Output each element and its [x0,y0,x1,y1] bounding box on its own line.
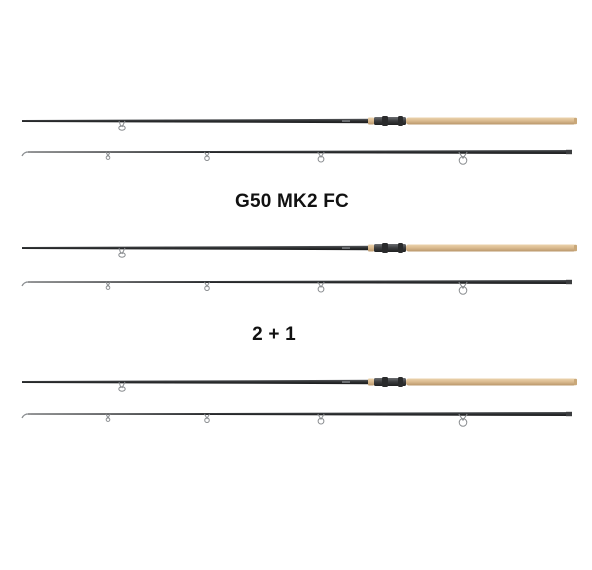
rod-guide [458,413,468,422]
rod-guide-ring [118,386,126,392]
rod-blank [26,412,572,416]
butt-cap [574,117,577,125]
rod-blank [22,118,372,124]
set-count-label: 2 + 1 [252,324,296,345]
rod-guide-ring [105,417,111,422]
rod-decal [342,120,350,122]
rod-guide-ring [118,252,126,258]
cork-handle [406,117,576,125]
rod-butt-section [22,116,577,131]
tip-top-guide [21,413,29,419]
rod-guide [317,151,325,159]
rod-guide-ring [118,125,126,131]
rod-tip-section [21,279,572,295]
butt-cap [574,378,577,386]
rod-joint [566,411,572,417]
fore-grip [368,378,374,386]
rod-guide-ring [317,155,325,163]
rod-butt-section [22,377,577,392]
rod-guide-ring [204,155,210,161]
reel-seat-lock [382,243,388,253]
tip-top-guide [21,281,29,287]
rod-blank [22,245,372,251]
rod-blank [22,379,372,385]
rod-guide-ring [458,156,468,165]
rod-tip-section [21,411,572,427]
rod-guide-ring [317,285,325,293]
rod-tip-section [21,149,572,165]
model-name-label: G50 MK2 FC [235,191,349,212]
rod-guide-ring [317,417,325,425]
rod-guide [458,281,468,290]
reel-seat-lock [398,116,403,126]
rod-guide [458,151,468,160]
rod-guide-ring [204,285,210,291]
reel-seat-lock [382,377,388,387]
rod-guide-ring [204,417,210,423]
rod-blank [26,150,572,154]
rod-guide-ring [458,418,468,427]
reel-seat-lock [398,243,403,253]
tip-top-guide [21,151,29,157]
rod-blank [26,280,572,284]
rod-butt-section [22,243,577,258]
rod-guide [317,281,325,289]
fore-grip [368,117,374,125]
rod-decal [342,247,350,249]
rod-guide [317,413,325,421]
fore-grip [368,244,374,252]
rod-guide-ring [105,285,111,290]
rod-decal [342,381,350,383]
rod-guide-ring [458,286,468,295]
butt-cap [574,244,577,252]
rod-set-2 [21,243,577,295]
cork-handle [406,378,576,386]
rod-joint [566,279,572,285]
rod-guide-ring [105,155,111,160]
rod-joint [566,149,572,155]
rod-set-3 [21,377,577,427]
rod-set-1 [21,116,577,165]
cork-handle [406,244,576,252]
reel-seat-lock [382,116,388,126]
reel-seat-lock [398,377,403,387]
